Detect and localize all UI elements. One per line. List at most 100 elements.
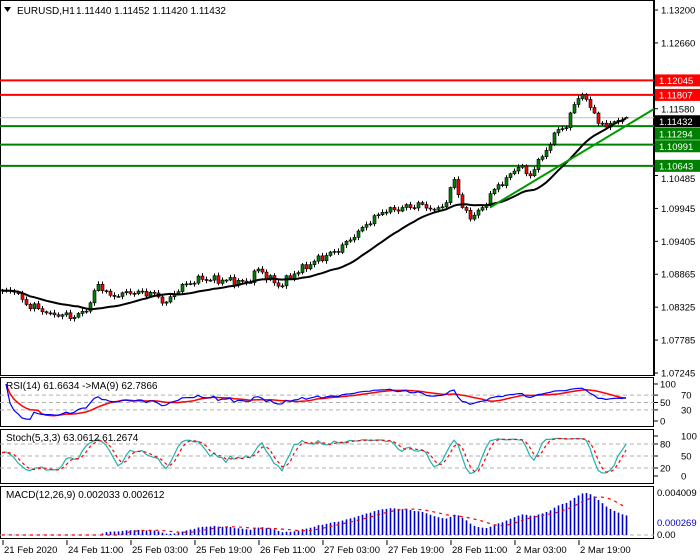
candle[interactable]: [456, 179, 461, 196]
candle[interactable]: [36, 303, 41, 309]
candle[interactable]: [80, 311, 85, 314]
candle[interactable]: [44, 311, 49, 314]
candle[interactable]: [444, 202, 449, 208]
candle[interactable]: [60, 314, 65, 317]
candle[interactable]: [552, 132, 557, 146]
candle[interactable]: [488, 193, 493, 206]
candle[interactable]: [120, 292, 125, 297]
candle[interactable]: [320, 255, 325, 262]
candle[interactable]: [188, 283, 193, 285]
candle[interactable]: [304, 264, 309, 270]
candle[interactable]: [460, 194, 465, 208]
candle[interactable]: [28, 304, 33, 310]
candle[interactable]: [352, 237, 357, 241]
candle[interactable]: [168, 296, 173, 303]
candle[interactable]: [412, 207, 417, 209]
candle[interactable]: [52, 312, 57, 316]
candle[interactable]: [464, 207, 469, 211]
candle[interactable]: [448, 187, 453, 203]
candle[interactable]: [588, 99, 593, 108]
candle[interactable]: [512, 170, 517, 175]
candle[interactable]: [252, 270, 257, 283]
candle[interactable]: [88, 302, 93, 312]
candle[interactable]: [600, 122, 605, 125]
candle[interactable]: [312, 260, 317, 265]
candle[interactable]: [564, 127, 569, 129]
candle[interactable]: [576, 98, 581, 105]
candle[interactable]: [336, 251, 341, 253]
candle[interactable]: [108, 290, 113, 296]
candle[interactable]: [480, 207, 485, 211]
candle[interactable]: [624, 116, 629, 119]
candle[interactable]: [228, 277, 233, 281]
candle[interactable]: [288, 275, 293, 279]
candle[interactable]: [496, 184, 501, 190]
candle[interactable]: [72, 316, 77, 319]
candle[interactable]: [240, 280, 245, 282]
candle[interactable]: [436, 207, 441, 210]
candle[interactable]: [256, 268, 261, 272]
candle[interactable]: [324, 255, 329, 262]
candle[interactable]: [68, 312, 73, 319]
candle[interactable]: [32, 303, 37, 310]
candle[interactable]: [260, 268, 265, 273]
candle[interactable]: [592, 107, 597, 114]
candle[interactable]: [424, 204, 429, 209]
candle[interactable]: [572, 104, 577, 114]
candle[interactable]: [220, 279, 225, 284]
candle[interactable]: [40, 308, 45, 313]
candle[interactable]: [276, 282, 281, 287]
candle[interactable]: [556, 129, 561, 134]
candle[interactable]: [504, 177, 509, 186]
candle[interactable]: [440, 206, 445, 209]
candle[interactable]: [492, 188, 497, 194]
candle[interactable]: [516, 166, 521, 172]
candle[interactable]: [332, 251, 337, 253]
candle[interactable]: [192, 282, 197, 285]
candle[interactable]: [408, 204, 413, 208]
candle[interactable]: [328, 251, 333, 256]
candle[interactable]: [520, 165, 525, 168]
candle[interactable]: [568, 112, 573, 128]
candle[interactable]: [56, 314, 61, 317]
candle[interactable]: [100, 284, 105, 291]
candle[interactable]: [280, 285, 285, 288]
candle[interactable]: [308, 264, 313, 270]
candle[interactable]: [208, 279, 213, 282]
candle[interactable]: [432, 208, 437, 211]
candle[interactable]: [596, 112, 601, 124]
candle[interactable]: [580, 94, 585, 99]
candle[interactable]: [560, 128, 565, 130]
candle[interactable]: [48, 312, 53, 315]
candle[interactable]: [508, 173, 513, 178]
candle[interactable]: [84, 310, 89, 313]
rsi-panel[interactable]: [0, 383, 654, 421]
candle[interactable]: [548, 144, 553, 151]
candle[interactable]: [104, 290, 109, 292]
candle[interactable]: [296, 272, 301, 275]
candle[interactable]: [184, 283, 189, 286]
candle[interactable]: [300, 264, 305, 273]
candle[interactable]: [344, 240, 349, 246]
candle[interactable]: [96, 284, 101, 291]
candle[interactable]: [204, 279, 209, 281]
candle[interactable]: [364, 224, 369, 228]
candle[interactable]: [532, 169, 537, 177]
candle[interactable]: [468, 210, 473, 220]
candle[interactable]: [472, 214, 477, 220]
candle[interactable]: [64, 312, 69, 316]
candle[interactable]: [420, 202, 425, 205]
candle[interactable]: [392, 207, 397, 211]
candle[interactable]: [112, 294, 117, 297]
candle[interactable]: [216, 275, 221, 284]
candle[interactable]: [124, 291, 129, 294]
candle[interactable]: [400, 207, 405, 212]
candle[interactable]: [164, 301, 169, 304]
candle[interactable]: [368, 223, 373, 226]
candle[interactable]: [212, 275, 217, 281]
candle[interactable]: [152, 291, 157, 294]
candle[interactable]: [528, 173, 533, 177]
candle[interactable]: [24, 299, 29, 305]
candle[interactable]: [396, 209, 401, 212]
candle[interactable]: [268, 275, 273, 281]
